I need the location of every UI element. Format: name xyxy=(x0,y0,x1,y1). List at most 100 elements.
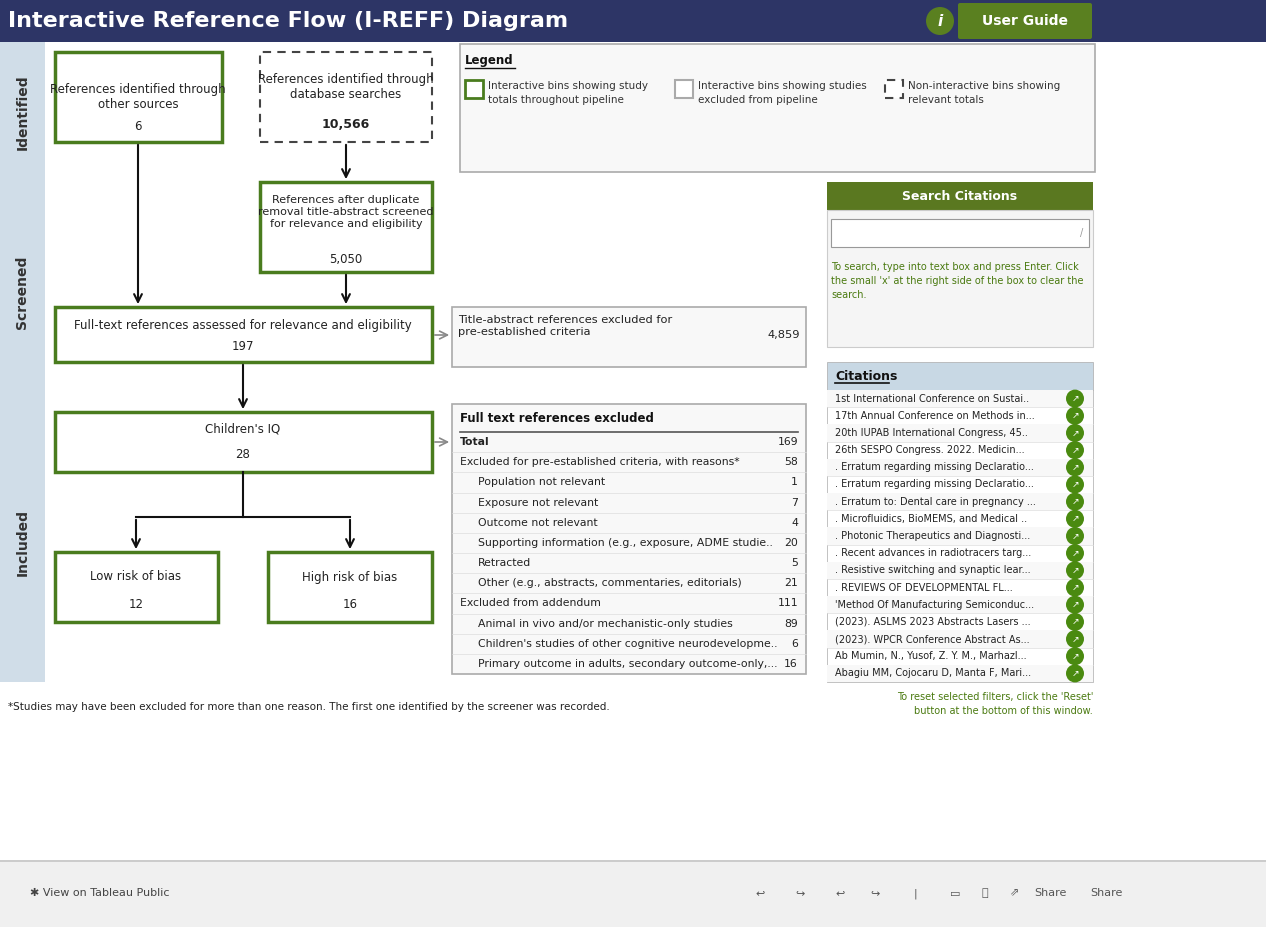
Text: ↩: ↩ xyxy=(836,888,844,898)
Text: To search, type into text box and press Enter. Click: To search, type into text box and press … xyxy=(830,262,1079,272)
Text: Full-text references assessed for relevance and eligibility: Full-text references assessed for releva… xyxy=(75,319,411,332)
Text: 28: 28 xyxy=(235,448,251,461)
Text: ▭: ▭ xyxy=(950,888,960,898)
Bar xyxy=(0,182,46,402)
Text: . Resistive switching and synaptic lear...: . Resistive switching and synaptic lear.… xyxy=(836,565,1031,576)
Text: Excluded from addendum: Excluded from addendum xyxy=(460,599,601,608)
Text: 6: 6 xyxy=(134,120,142,133)
Text: Non-interactive bins showing: Non-interactive bins showing xyxy=(908,81,1060,91)
Text: 111: 111 xyxy=(777,599,798,608)
Text: excluded from pipeline: excluded from pipeline xyxy=(698,95,818,105)
Text: 'Method Of Manufacturing Semiconduc...: 'Method Of Manufacturing Semiconduc... xyxy=(836,600,1034,610)
Bar xyxy=(460,44,1095,172)
Text: 1: 1 xyxy=(791,477,798,488)
Text: Primary outcome in adults, secondary outcome-only,...: Primary outcome in adults, secondary out… xyxy=(479,659,777,669)
Text: Retracted: Retracted xyxy=(479,558,532,568)
Bar xyxy=(675,80,693,98)
Text: ↪: ↪ xyxy=(870,888,880,898)
Text: *Studies may have been excluded for more than one reason. The first one identifi: *Studies may have been excluded for more… xyxy=(8,702,610,712)
Bar xyxy=(260,182,432,272)
Bar xyxy=(830,219,1089,247)
Text: ↗: ↗ xyxy=(1071,446,1079,454)
Text: Interactive bins showing study: Interactive bins showing study xyxy=(487,81,648,91)
Text: 16: 16 xyxy=(784,659,798,669)
Bar xyxy=(54,307,432,362)
Bar xyxy=(827,665,1093,682)
Text: References identified through
other sources: References identified through other sour… xyxy=(51,83,225,111)
Bar xyxy=(0,42,46,182)
Text: User Guide: User Guide xyxy=(982,14,1069,28)
Text: i: i xyxy=(937,14,943,29)
Circle shape xyxy=(1066,492,1084,511)
Text: ↗: ↗ xyxy=(1071,531,1079,540)
Text: ↗: ↗ xyxy=(1071,583,1079,592)
Text: ↗: ↗ xyxy=(1071,428,1079,438)
Text: (2023). ASLMS 2023 Abstracts Lasers ...: (2023). ASLMS 2023 Abstracts Lasers ... xyxy=(836,616,1031,627)
Text: . Erratum regarding missing Declaratio...: . Erratum regarding missing Declaratio..… xyxy=(836,463,1034,472)
Circle shape xyxy=(1066,407,1084,425)
Text: Other (e.g., abstracts, commentaries, editorials): Other (e.g., abstracts, commentaries, ed… xyxy=(479,578,742,589)
Circle shape xyxy=(1066,544,1084,562)
Text: . Microfluidics, BioMEMS, and Medical ..: . Microfluidics, BioMEMS, and Medical .. xyxy=(836,514,1027,524)
Text: ↪: ↪ xyxy=(795,888,805,898)
Text: Low risk of bias: Low risk of bias xyxy=(90,570,181,583)
Circle shape xyxy=(1066,578,1084,597)
Text: 10,566: 10,566 xyxy=(322,118,370,131)
Bar xyxy=(827,527,1093,544)
Text: Interactive Reference Flow (I-REFF) Diagram: Interactive Reference Flow (I-REFF) Diag… xyxy=(8,11,568,31)
Text: ↗: ↗ xyxy=(1071,600,1079,609)
Text: Title-abstract references excluded for
pre-established criteria: Title-abstract references excluded for p… xyxy=(458,315,672,337)
Text: ⬜: ⬜ xyxy=(981,888,989,898)
Text: ↗: ↗ xyxy=(1071,652,1079,661)
Text: ↗: ↗ xyxy=(1071,412,1079,420)
Text: ↗: ↗ xyxy=(1071,635,1079,643)
Text: Excluded for pre-established criteria, with reasons*: Excluded for pre-established criteria, w… xyxy=(460,457,739,467)
Text: . Photonic Therapeutics and Diagnosti...: . Photonic Therapeutics and Diagnosti... xyxy=(836,531,1031,541)
Text: . Erratum to: Dental care in pregnancy ...: . Erratum to: Dental care in pregnancy .… xyxy=(836,497,1036,507)
Bar xyxy=(0,402,46,682)
Circle shape xyxy=(1066,424,1084,442)
Text: Citations: Citations xyxy=(836,370,898,383)
Bar xyxy=(827,390,1093,407)
Text: |: | xyxy=(913,888,917,899)
Text: To reset selected filters, click the 'Reset': To reset selected filters, click the 'Re… xyxy=(896,692,1093,702)
Text: 58: 58 xyxy=(784,457,798,467)
Text: totals throughout pipeline: totals throughout pipeline xyxy=(487,95,624,105)
Text: 89: 89 xyxy=(784,618,798,629)
Bar xyxy=(465,80,484,98)
Text: Identified: Identified xyxy=(15,74,29,150)
Text: ⇗: ⇗ xyxy=(1010,888,1019,898)
Text: ↗: ↗ xyxy=(1071,394,1079,403)
Circle shape xyxy=(1066,441,1084,459)
Text: (2023). WPCR Conference Abstract As...: (2023). WPCR Conference Abstract As... xyxy=(836,634,1029,644)
Text: Exposure not relevant: Exposure not relevant xyxy=(479,498,599,508)
Text: ↗: ↗ xyxy=(1071,497,1079,506)
Text: 197: 197 xyxy=(232,340,254,353)
Text: the small 'x' at the right side of the box to clear the: the small 'x' at the right side of the b… xyxy=(830,276,1084,286)
FancyBboxPatch shape xyxy=(958,3,1093,39)
Bar xyxy=(54,412,432,472)
Text: High risk of bias: High risk of bias xyxy=(303,570,398,583)
Text: References identified through
database searches: References identified through database s… xyxy=(258,73,434,101)
Circle shape xyxy=(1066,527,1084,545)
Circle shape xyxy=(925,7,955,35)
Text: Search Citations: Search Citations xyxy=(903,189,1018,202)
Bar xyxy=(827,596,1093,614)
Text: . Erratum regarding missing Declaratio...: . Erratum regarding missing Declaratio..… xyxy=(836,479,1034,489)
Text: References after duplicate
removal title-abstract screened
for relevance and eli: References after duplicate removal title… xyxy=(258,196,434,229)
Text: Ab Mumin, N., Yusof, Z. Y. M., Marhazl...: Ab Mumin, N., Yusof, Z. Y. M., Marhazl..… xyxy=(836,652,1027,661)
Bar xyxy=(827,390,1093,682)
Bar xyxy=(452,307,806,367)
Bar xyxy=(54,552,218,622)
Bar xyxy=(827,562,1093,579)
Text: 5: 5 xyxy=(791,558,798,568)
Text: ↩: ↩ xyxy=(756,888,765,898)
Text: ↗: ↗ xyxy=(1071,463,1079,472)
Circle shape xyxy=(1066,596,1084,614)
Text: Children's IQ: Children's IQ xyxy=(205,423,281,436)
Bar xyxy=(827,630,1093,648)
Text: 21: 21 xyxy=(784,578,798,589)
Text: relevant totals: relevant totals xyxy=(908,95,984,105)
Bar xyxy=(827,210,1093,347)
Text: 16: 16 xyxy=(343,598,357,611)
